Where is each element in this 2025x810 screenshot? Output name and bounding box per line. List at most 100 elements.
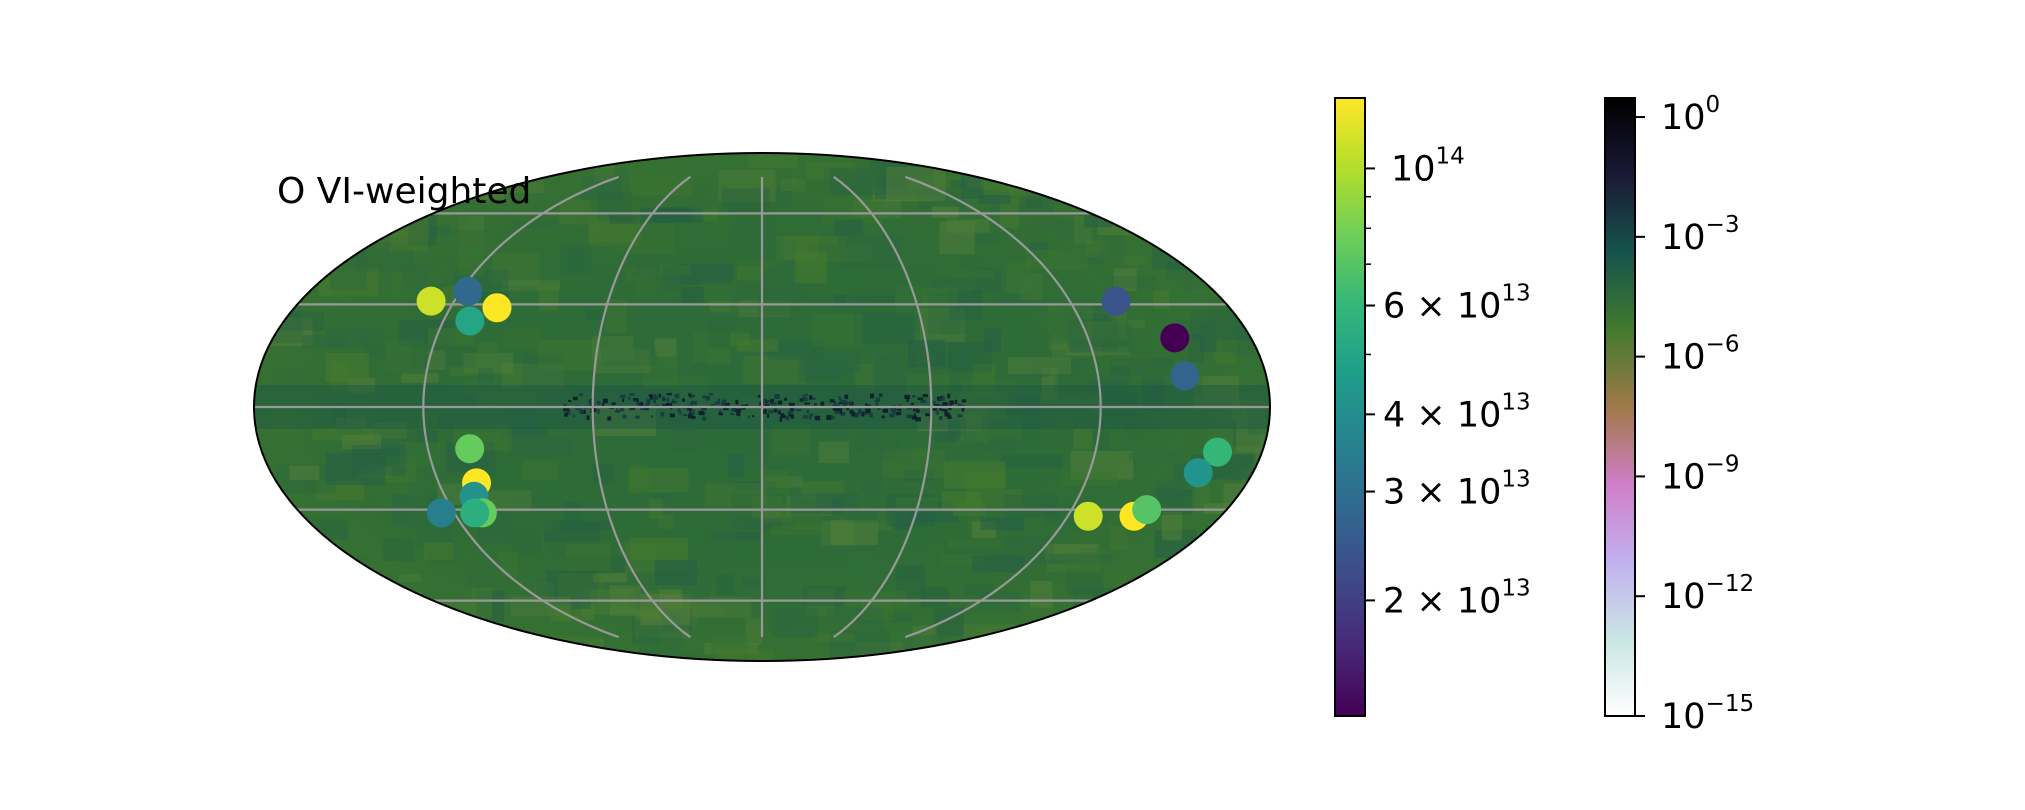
sky-texture-patch <box>1048 338 1072 350</box>
galactic-plane-pixel <box>802 415 809 419</box>
sky-texture-patch <box>478 368 493 386</box>
galactic-plane-pixel <box>879 393 883 397</box>
galactic-plane-pixel <box>717 398 720 402</box>
galactic-plane-pixel <box>795 409 802 412</box>
sky-texture-patch <box>961 381 1015 408</box>
galactic-plane-pixel <box>579 410 584 414</box>
sky-texture-patch <box>716 574 735 596</box>
galactic-plane-pixel <box>666 393 672 396</box>
sky-texture-patch <box>319 520 348 540</box>
sky-texture-patch <box>855 603 883 631</box>
sky-texture-patch <box>450 642 498 661</box>
map-colorbar-tick-label: 10−15 <box>1661 691 1754 737</box>
sky-texture-patch <box>593 408 656 437</box>
points-colorbar-tick-label: 6 × 1013 <box>1383 281 1531 327</box>
sky-texture-patch <box>866 448 912 461</box>
graticule <box>254 175 1270 639</box>
sky-texture-patch <box>417 527 453 546</box>
galactic-plane-pixel <box>806 409 810 414</box>
sky-texture-patch <box>350 648 394 661</box>
sky-texture-patch <box>734 259 785 268</box>
sky-texture-patch <box>1069 340 1093 353</box>
galactic-plane-pixel <box>899 410 902 414</box>
sky-texture-patch <box>1039 639 1096 661</box>
sky-texture-patch <box>1168 241 1211 258</box>
sky-texture-patch <box>960 408 987 442</box>
sky-texture-patch <box>366 558 427 574</box>
sky-texture-patch <box>317 219 362 233</box>
sky-texture-patch <box>634 248 661 277</box>
sky-texture-patch <box>586 310 607 321</box>
sky-texture-patch <box>1066 568 1104 596</box>
galactic-plane-pixel <box>677 409 681 413</box>
sky-texture-patch <box>442 229 490 251</box>
sky-texture-patch <box>1163 203 1194 217</box>
sky-texture-patch <box>662 266 680 290</box>
galactic-plane-pixel <box>809 415 812 420</box>
sky-texture-patch <box>780 179 806 192</box>
sky-texture-patch <box>981 635 1029 647</box>
sky-texture-patch <box>556 607 594 621</box>
galactic-plane-pixel <box>933 400 936 405</box>
galactic-plane-pixel <box>910 402 914 406</box>
galactic-plane-pixel <box>616 408 618 412</box>
galactic-plane-pixel <box>679 411 682 415</box>
sky-texture-patch <box>564 502 581 521</box>
galactic-plane-pixel <box>954 399 958 404</box>
galactic-plane-pixel <box>891 408 896 414</box>
map-colorbar-tick-label: 10−12 <box>1661 571 1754 617</box>
galactic-plane-pixel <box>875 402 879 407</box>
galactic-plane-pixel <box>653 394 657 397</box>
galactic-plane-pixel <box>736 411 740 416</box>
sky-texture-patch <box>537 340 598 371</box>
galactic-plane-pixel <box>691 400 697 405</box>
galactic-plane-pixel <box>705 396 710 401</box>
sky-texture-patch <box>514 496 556 520</box>
galactic-plane-pixel <box>874 399 878 403</box>
sky-texture-patch <box>1107 651 1134 661</box>
sightline-point <box>455 434 485 464</box>
sky-texture-patch <box>480 656 540 661</box>
sky-texture-patch <box>385 339 425 374</box>
galactic-plane-pixel <box>661 404 668 408</box>
galactic-plane-pixel <box>864 412 868 415</box>
galactic-plane-pixel <box>841 400 847 404</box>
sky-texture-patch <box>560 246 592 275</box>
galactic-plane-pixel <box>646 399 651 404</box>
sky-texture-patch <box>347 631 364 660</box>
sky-texture-patch <box>477 342 499 361</box>
sky-texture-patch <box>1035 168 1057 190</box>
sky-texture-patch <box>471 588 493 619</box>
sky-texture-patch <box>600 348 657 367</box>
sky-texture-patch <box>297 554 319 563</box>
sky-texture-patch <box>325 353 369 382</box>
sky-texture-patch <box>1204 554 1264 571</box>
sky-texture-patch <box>375 591 423 621</box>
sky-texture-patch <box>383 539 415 562</box>
sky-texture-patch <box>972 363 996 394</box>
sky-texture-patch <box>894 285 955 316</box>
sky-texture-patch <box>924 278 973 296</box>
sky-texture-patch <box>978 195 1011 204</box>
sky-texture-patch <box>1124 407 1143 434</box>
sky-texture-patch <box>790 494 844 515</box>
sky-texture-patch <box>430 540 458 564</box>
sky-texture-patch <box>811 313 863 347</box>
sky-texture-patch <box>662 430 725 443</box>
galactic-plane-pixel <box>735 408 742 413</box>
galactic-plane-pixel <box>944 410 948 414</box>
sky-texture-patch <box>654 560 697 586</box>
sky-texture-patch <box>604 299 628 333</box>
sky-texture-patch <box>1008 357 1072 374</box>
galactic-plane-pixel <box>622 414 627 419</box>
sky-texture-patch <box>289 465 320 481</box>
sky-texture-patch <box>459 215 485 248</box>
sky-texture-patch <box>1003 494 1058 518</box>
sky-texture-patch <box>963 427 1014 452</box>
galactic-plane-pixel <box>723 402 730 406</box>
sky-texture-patch <box>337 420 359 438</box>
sky-texture-patch <box>401 373 439 383</box>
sky-texture-patch <box>376 610 411 625</box>
sky-texture-patch <box>760 476 804 488</box>
sky-texture-patch <box>1067 313 1114 322</box>
